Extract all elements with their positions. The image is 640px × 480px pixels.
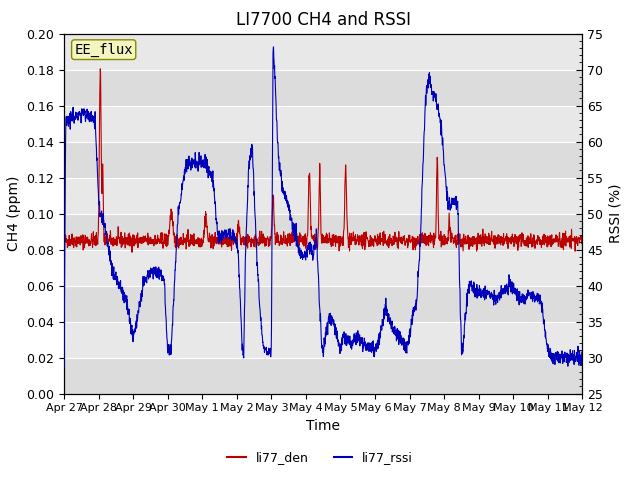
Text: EE_flux: EE_flux <box>74 43 133 57</box>
Bar <box>64 106 582 142</box>
Bar <box>64 286 582 322</box>
Y-axis label: RSSI (%): RSSI (%) <box>609 184 623 243</box>
Bar <box>64 142 582 178</box>
Bar <box>64 358 582 394</box>
Bar <box>64 70 582 106</box>
Bar <box>64 250 582 286</box>
Title: LI7700 CH4 and RSSI: LI7700 CH4 and RSSI <box>236 11 411 29</box>
Bar <box>64 34 582 70</box>
Bar <box>64 178 582 214</box>
Legend: li77_den, li77_rssi: li77_den, li77_rssi <box>222 446 418 469</box>
Y-axis label: CH4 (ppm): CH4 (ppm) <box>7 176 20 252</box>
Bar <box>64 322 582 358</box>
Bar <box>64 214 582 250</box>
X-axis label: Time: Time <box>306 419 340 433</box>
